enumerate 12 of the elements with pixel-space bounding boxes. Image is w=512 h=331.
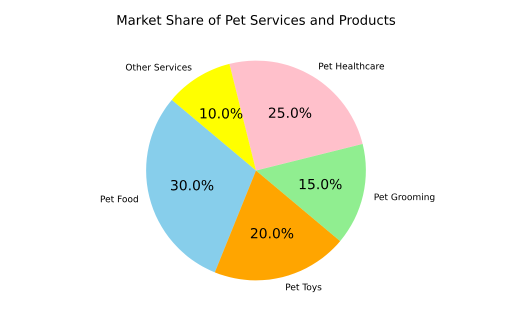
data-label: 10.0% bbox=[200, 108, 242, 119]
slice-label: Pet Healthcare bbox=[319, 62, 384, 70]
slice-label: Other Services bbox=[126, 64, 192, 71]
slice-label: Pet Toys bbox=[286, 284, 322, 292]
data-label: 30.0% bbox=[171, 180, 214, 190]
pie-slice bbox=[214, 170, 340, 280]
chart-title: Market Share of Pet Services and Products bbox=[118, 14, 396, 25]
slice-label: Pet Grooming bbox=[374, 193, 434, 202]
data-label: 15.0% bbox=[300, 178, 342, 190]
data-label: 20.0% bbox=[250, 228, 294, 238]
slice-label: Pet Food bbox=[100, 195, 138, 202]
data-label: 25.0% bbox=[268, 107, 312, 118]
